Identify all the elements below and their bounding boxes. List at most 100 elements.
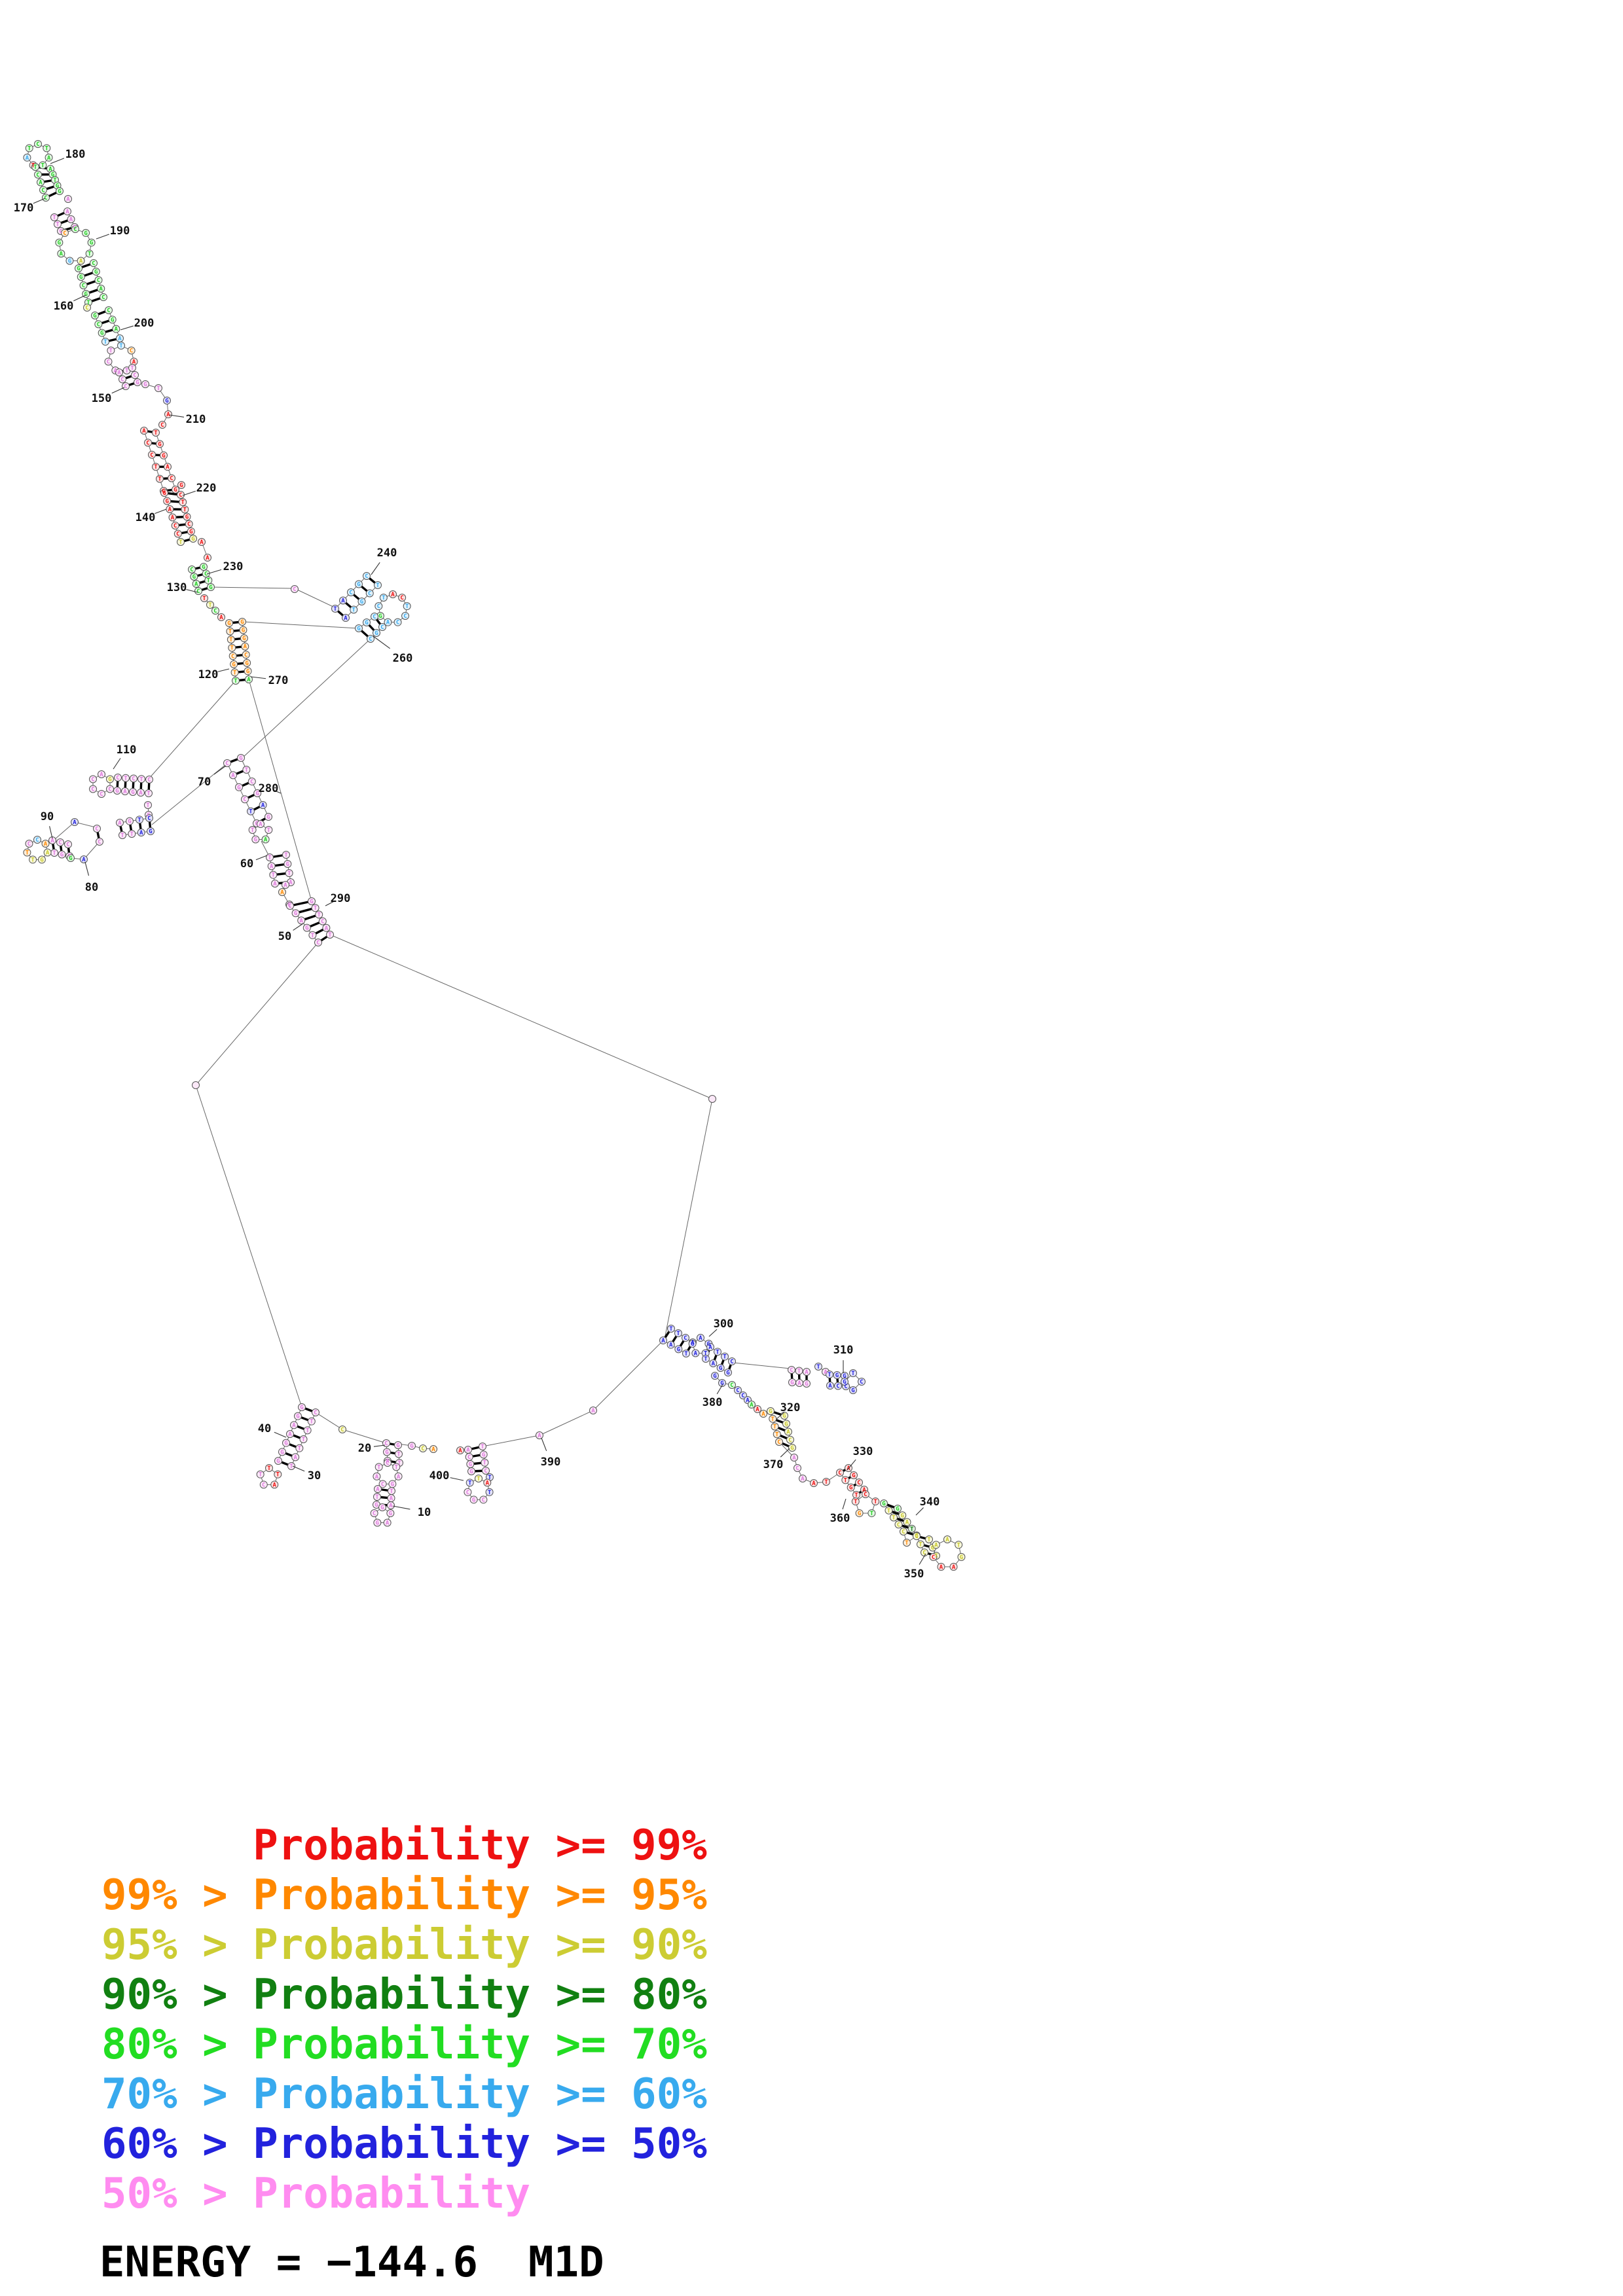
svg-text:A: A — [824, 1369, 828, 1376]
svg-text:T: T — [86, 300, 90, 306]
svg-text:260: 260 — [393, 652, 413, 665]
svg-text:G: G — [719, 1365, 722, 1372]
svg-text:G: G — [254, 837, 257, 844]
svg-text:G: G — [357, 626, 360, 632]
svg-text:T: T — [272, 872, 276, 879]
svg-text:C: C — [150, 452, 153, 459]
svg-text:G: G — [835, 1372, 839, 1379]
svg-text:G: G — [84, 291, 88, 298]
svg-text:C: C — [321, 919, 324, 925]
svg-text:C: C — [231, 653, 234, 660]
svg-text:20: 20 — [358, 1442, 371, 1455]
svg-text:T: T — [328, 932, 332, 939]
svg-text:T: T — [314, 905, 318, 912]
svg-text:A: A — [171, 515, 175, 522]
svg-text:T: T — [684, 1351, 688, 1357]
svg-text:G: G — [162, 490, 166, 497]
svg-text:A: A — [293, 1454, 297, 1461]
svg-text:G: G — [851, 1388, 854, 1394]
svg-text:C: C — [187, 522, 191, 528]
svg-text:G: G — [677, 1346, 680, 1353]
svg-text:C: C — [243, 797, 246, 803]
svg-text:T: T — [56, 222, 60, 228]
svg-text:A: A — [166, 464, 170, 471]
svg-text:A: A — [397, 1474, 401, 1480]
legend-line-99: Probability >= 99% — [101, 1821, 707, 1870]
svg-text:T: T — [333, 606, 337, 613]
svg-text:A: A — [73, 819, 77, 826]
svg-text:A: A — [386, 1520, 390, 1527]
svg-text:C: C — [403, 613, 407, 620]
svg-text:G: G — [69, 855, 72, 862]
svg-text:A: A — [934, 1542, 938, 1549]
svg-text:G: G — [691, 1341, 694, 1348]
svg-text:T: T — [158, 476, 162, 483]
svg-text:G: G — [115, 788, 119, 795]
svg-text:A: A — [801, 1476, 805, 1482]
svg-text:G: G — [310, 899, 313, 905]
svg-text:G: G — [365, 620, 368, 626]
svg-text:A: A — [325, 925, 329, 932]
svg-text:G: G — [396, 1443, 399, 1449]
svg-text:C: C — [91, 777, 94, 783]
svg-text:G: G — [720, 1380, 723, 1387]
svg-text:G: G — [769, 1408, 772, 1415]
svg-text:G: G — [707, 1341, 710, 1348]
svg-text:C: C — [44, 195, 47, 202]
svg-text:T: T — [208, 602, 212, 609]
svg-text:A: A — [231, 772, 235, 779]
svg-text:T: T — [52, 850, 56, 857]
svg-text:T: T — [887, 1508, 891, 1515]
svg-text:G: G — [58, 188, 61, 195]
svg-text:T: T — [230, 645, 234, 652]
svg-text:T: T — [481, 1444, 484, 1450]
svg-text:G: G — [896, 1506, 899, 1513]
svg-text:C: C — [466, 1490, 469, 1496]
svg-text:A: A — [244, 644, 247, 651]
legend-line-95: 99% > Probability >= 95% — [101, 1871, 707, 1920]
energy-label: ENERGY = −144.6 M1D — [100, 2238, 604, 2287]
svg-text:A: A — [792, 1455, 796, 1462]
svg-text:G: G — [374, 1502, 378, 1509]
svg-text:C: C — [340, 1427, 344, 1433]
svg-text:C: C — [922, 1550, 926, 1556]
svg-text:C: C — [381, 1481, 384, 1488]
svg-text:C: C — [262, 1482, 265, 1488]
svg-text:A: A — [142, 428, 146, 435]
svg-text:A: A — [761, 1411, 765, 1418]
svg-text:390: 390 — [541, 1456, 561, 1469]
svg-text:G: G — [472, 1497, 475, 1503]
svg-text:T: T — [302, 1437, 306, 1443]
svg-text:T: T — [723, 1354, 727, 1361]
svg-text:130: 130 — [167, 581, 187, 594]
svg-text:T: T — [251, 827, 255, 834]
svg-text:T: T — [103, 339, 107, 346]
svg-text:T: T — [120, 833, 124, 839]
svg-text:A: A — [60, 251, 64, 258]
svg-text:G: G — [380, 1505, 384, 1511]
svg-text:300: 300 — [714, 1318, 734, 1331]
svg-text:G: G — [391, 1481, 394, 1488]
svg-text:T: T — [154, 430, 158, 437]
svg-text:T: T — [41, 162, 45, 169]
svg-text:A: A — [828, 1383, 832, 1390]
svg-text:A: A — [69, 217, 73, 223]
svg-text:A: A — [708, 1344, 712, 1351]
svg-text:C: C — [788, 1437, 792, 1444]
svg-text:90: 90 — [41, 810, 54, 823]
svg-text:T: T — [771, 1416, 775, 1423]
svg-text:A: A — [139, 830, 143, 836]
svg-text:G: G — [90, 240, 93, 247]
svg-text:A: A — [797, 1380, 801, 1387]
svg-text:T: T — [228, 629, 232, 636]
svg-text:340: 340 — [920, 1496, 940, 1509]
svg-text:C: C — [225, 761, 228, 767]
svg-text:G: G — [284, 1441, 287, 1447]
svg-text:G: G — [100, 331, 103, 337]
svg-text:G: G — [805, 1381, 808, 1388]
svg-text:C: C — [736, 1388, 739, 1394]
svg-text:A: A — [200, 539, 204, 546]
svg-text:T: T — [934, 1553, 938, 1560]
svg-text:G: G — [128, 819, 131, 825]
svg-text:G: G — [357, 582, 360, 588]
